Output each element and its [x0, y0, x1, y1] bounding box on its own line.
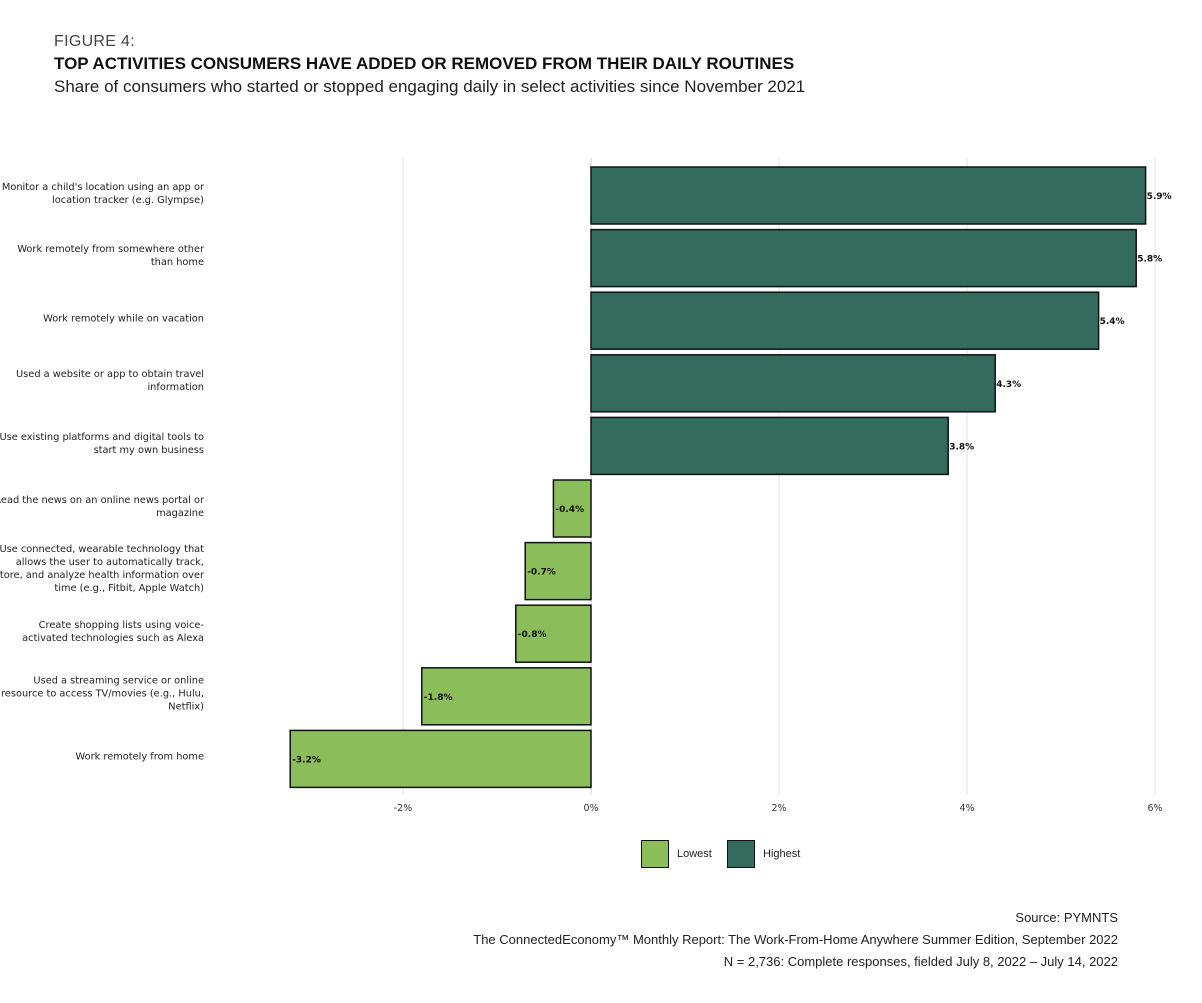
category-label: Monitor a child's location using an app … [1, 181, 204, 206]
bar [590, 228, 1137, 288]
category-label: Use connected, wearable technology that … [0, 544, 204, 595]
bar [590, 354, 996, 413]
data-label: 3.8% [949, 442, 974, 452]
bar [289, 729, 592, 789]
category-label: Work remotely while on vacation [43, 313, 204, 325]
category-label: Use existing platforms and digital tools… [0, 431, 204, 456]
legend-label-lowest: Lowest [677, 848, 712, 860]
legend-swatch-lowest [641, 840, 669, 868]
category-label: Work remotely from somewhere other than … [17, 244, 204, 269]
source-note: Source: PYMNTS [1015, 910, 1118, 925]
legend-label-highest: Highest [763, 848, 801, 860]
category-label: Work remotely from home [75, 751, 205, 763]
figure-label: FIGURE 4: [54, 33, 135, 50]
bar [590, 291, 1100, 350]
x-tick-label: -2% [394, 803, 413, 814]
bar [524, 541, 592, 601]
chart-subtitle: Share of consumers who started or stoppe… [54, 77, 806, 96]
bar [515, 604, 592, 663]
x-tick-label: 0% [583, 803, 598, 814]
bar [421, 667, 592, 726]
data-label: -1.8% [424, 693, 453, 703]
category-label: Create shopping lists using voice-activa… [22, 619, 204, 644]
data-label: 5.9% [1147, 192, 1172, 202]
bar [552, 479, 592, 538]
chart-title: TOP ACTIVITIES CONSUMERS HAVE ADDED OR R… [54, 54, 795, 73]
category-label: Read the news on an online news portal o… [0, 494, 204, 519]
sample-note: N = 2,736: Complete responses, fielded J… [723, 954, 1118, 969]
data-label: -3.2% [292, 755, 321, 765]
bar [590, 416, 949, 476]
x-tick-label: 2% [771, 803, 786, 814]
data-label: -0.7% [527, 568, 556, 578]
legend-item-highest: Highest [727, 840, 800, 868]
x-tick-label: 6% [1147, 803, 1162, 814]
legend-swatch-highest [727, 840, 755, 868]
bar [590, 166, 1147, 225]
data-label: -0.4% [555, 505, 584, 515]
data-label: 5.8% [1137, 255, 1162, 265]
data-label: -0.8% [518, 630, 547, 640]
x-tick-label: 4% [959, 803, 974, 814]
data-label: 5.4% [1100, 317, 1125, 327]
category-label: Used a website or app to obtain travel i… [16, 369, 204, 394]
report-note: The ConnectedEconomy™ Monthly Report: Th… [473, 932, 1118, 947]
legend-item-lowest: Lowest [641, 840, 712, 868]
category-label: Used a streaming service or online resou… [1, 675, 204, 713]
data-label: 4.3% [996, 380, 1021, 390]
